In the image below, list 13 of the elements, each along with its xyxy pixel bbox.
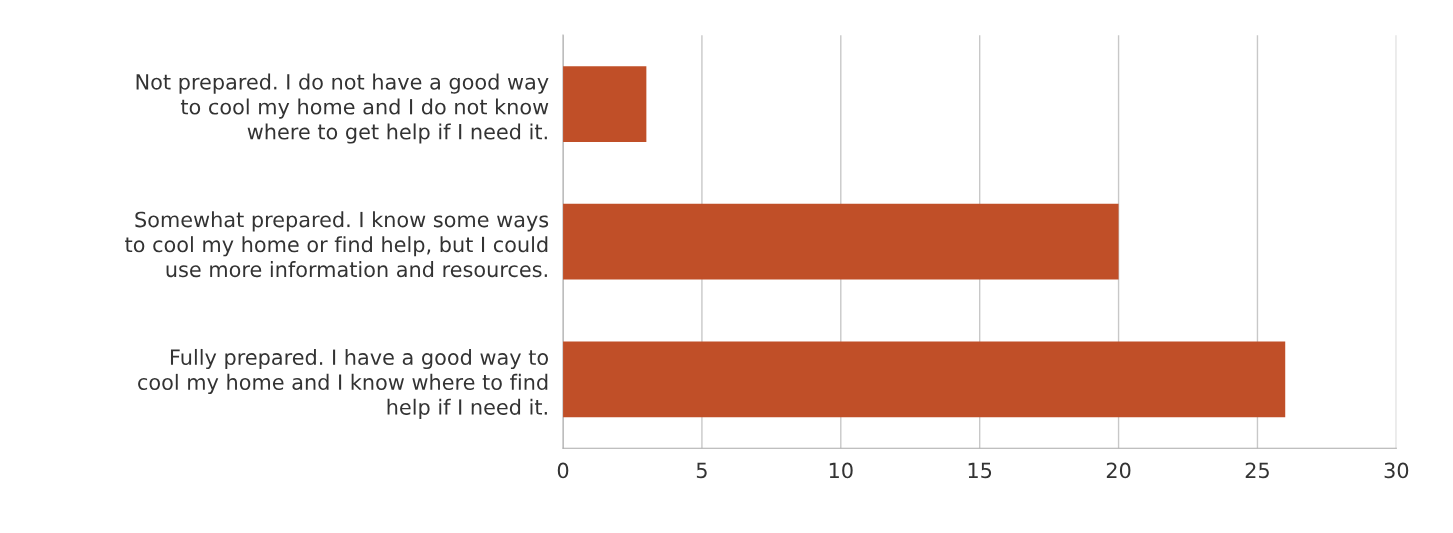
x-tick-label: 25 — [1245, 462, 1269, 479]
y-tick-label: Fully prepared. I have a good way to cool my home and I know where to find help if I need it. — [138, 348, 548, 419]
x-tick-label: 10 — [829, 462, 853, 479]
x-tick-label: 30 — [1384, 462, 1409, 479]
x-tick-label: 0 — [557, 462, 569, 479]
x-tick-label: 15 — [968, 462, 992, 479]
y-tick-label: Somewhat prepared. I know some ways to cool my home or find help, but I could use more information and resources. — [125, 211, 549, 278]
x-tick-label: 20 — [1106, 462, 1131, 479]
bar — [563, 341, 1286, 418]
y-tick-label: Not prepared. I do not have a good way to cool my home and I do not know where to get help if I need it. — [136, 73, 549, 144]
bar — [563, 66, 647, 142]
x-tick-label: 5 — [696, 462, 707, 479]
bar — [563, 203, 1119, 280]
